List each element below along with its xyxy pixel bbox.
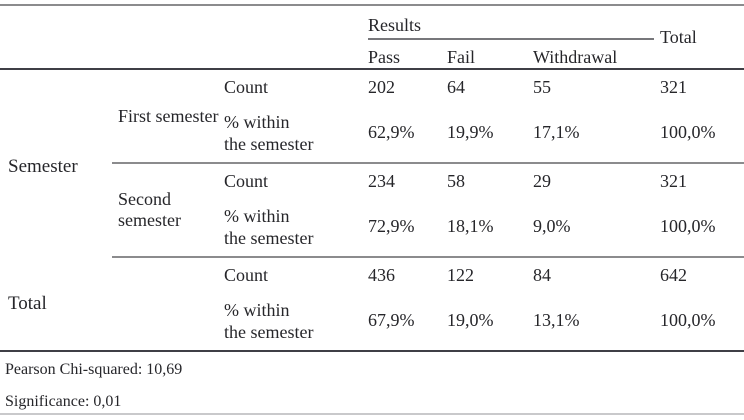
pct-row-label-line2: the semester	[224, 321, 314, 342]
cell-total-pct-withdrawal: 13,1%	[533, 310, 580, 330]
row-group-label-first-semester: First semester	[118, 105, 219, 126]
cell-first-pct-pass: 62,9%	[368, 122, 415, 142]
cell-first-count-fail: 64	[447, 77, 465, 97]
pct-row-label-line1: % within	[224, 205, 290, 226]
cell-first-count-pass: 202	[368, 77, 395, 97]
cell-first-count-withdrawal: 55	[533, 77, 551, 97]
group-divider	[112, 256, 744, 258]
cell-total-pct-pass: 67,9%	[368, 310, 415, 330]
cell-total-count-withdrawal: 84	[533, 265, 551, 285]
header-bottom-rule	[0, 68, 744, 70]
count-row-label: Count	[224, 77, 269, 97]
group-divider	[112, 162, 744, 164]
cell-first-pct-total: 100,0%	[660, 122, 716, 142]
total-group: Total Count 436 122 84 642 % within the …	[0, 258, 744, 350]
pct-row-label: % within the semester	[224, 291, 368, 350]
table-header: Results Total Pass Fail Withdrawal	[0, 6, 744, 68]
pct-row-label-line1: % within	[224, 111, 290, 132]
cell-second-count-pass: 234	[368, 171, 395, 191]
significance-note: Significance: 0,01	[5, 393, 122, 410]
cell-total-count-pass: 436	[368, 265, 395, 285]
cell-total-pct-fail: 19,0%	[447, 310, 494, 330]
cell-first-pct-fail: 19,9%	[447, 122, 494, 142]
count-row-label: Count	[224, 265, 269, 285]
cell-total-count-fail: 122	[447, 265, 474, 285]
cell-second-pct-total: 100,0%	[660, 216, 716, 236]
fail-column-header: Fail	[447, 47, 476, 67]
page-bottom-rule	[0, 413, 744, 415]
cell-second-pct-withdrawal: 9,0%	[533, 216, 571, 236]
cell-second-pct-pass: 72,9%	[368, 216, 415, 236]
semester-row-group-label: Semester	[8, 156, 78, 177]
cell-second-pct-fail: 18,1%	[447, 216, 494, 236]
total-column-header: Total	[660, 26, 697, 47]
cell-first-pct-withdrawal: 17,1%	[533, 122, 580, 142]
cell-second-count-fail: 58	[447, 171, 465, 191]
cell-second-count-withdrawal: 29	[533, 171, 551, 191]
cell-first-count-total: 321	[660, 77, 687, 97]
pct-row-label-line2: the semester	[224, 133, 314, 154]
table-top-rule	[0, 4, 744, 6]
pct-row-label: % within the semester	[224, 197, 368, 256]
pct-row-label-line1: % within	[224, 299, 290, 320]
cell-total-pct-total: 100,0%	[660, 310, 716, 330]
withdrawal-column-header: Withdrawal	[533, 47, 618, 67]
table-bottom-rule	[0, 350, 744, 352]
pct-row-label: % within the semester	[224, 103, 368, 162]
pass-column-header: Pass	[368, 47, 401, 67]
second-semester-group: Second semester Count 234 58 29 321 % wi…	[0, 164, 744, 256]
chi-squared-note: Pearson Chi-squared: 10,69	[5, 361, 183, 378]
cell-second-count-total: 321	[660, 171, 687, 191]
pct-row-label-line2: the semester	[224, 227, 314, 248]
first-semester-group: First semester Count 202 64 55 321 % wit…	[0, 70, 744, 162]
results-column-group-header: Results	[368, 6, 654, 40]
row-group-label-total: Total	[8, 293, 47, 314]
cell-total-count-total: 642	[660, 265, 687, 285]
count-row-label: Count	[224, 171, 269, 191]
row-group-label-second-semester: Second semester	[118, 189, 181, 230]
